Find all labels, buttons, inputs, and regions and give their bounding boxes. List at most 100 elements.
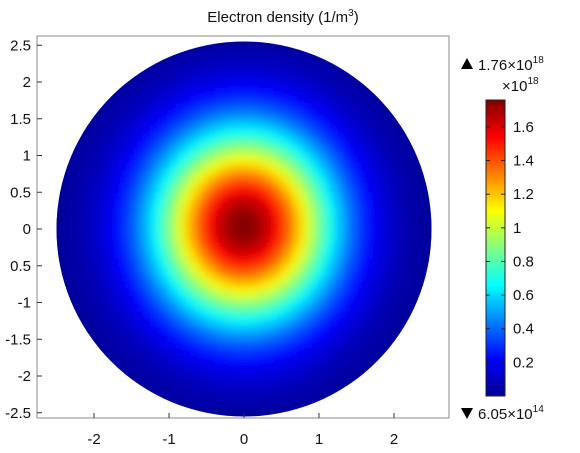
density-cell (371, 206, 380, 215)
density-cell (206, 147, 215, 156)
density-cell (296, 155, 305, 164)
density-cell (123, 206, 132, 215)
density-cell (221, 140, 230, 149)
density-cell (78, 213, 87, 223)
density-cell (108, 287, 117, 296)
density-cell (356, 360, 365, 370)
density-cell (56, 213, 65, 223)
density-cell (78, 147, 87, 156)
density-cell (393, 243, 402, 252)
density-cell (213, 287, 222, 296)
density-cell (161, 88, 170, 98)
density-cell (258, 66, 267, 76)
density-cell (303, 132, 312, 142)
density-cell (161, 360, 170, 370)
density-cell (311, 221, 320, 230)
density-cell (183, 294, 192, 303)
density-cell (348, 140, 357, 149)
density-cell (273, 250, 282, 259)
density-cell (296, 272, 305, 281)
density-cell (153, 74, 162, 83)
density-cell (386, 257, 395, 267)
density-cell (228, 155, 237, 164)
colorbar-tick-label: 0.2 (513, 354, 534, 371)
density-cell (408, 228, 417, 237)
density-cell (378, 147, 387, 156)
density-cell (146, 140, 155, 149)
density-cell (281, 382, 290, 392)
density-cell (228, 199, 237, 208)
density-cell (161, 59, 170, 68)
density-cell (183, 74, 192, 83)
density-cell (318, 88, 327, 98)
density-cell (296, 250, 305, 259)
density-cell (288, 221, 297, 230)
density-cell (206, 221, 215, 230)
density-cell (251, 59, 260, 68)
density-cell (423, 235, 432, 245)
density-cell (386, 118, 395, 127)
density-cell (101, 302, 110, 311)
density-cell (168, 324, 177, 333)
density-cell (341, 324, 350, 333)
density-cell (101, 331, 110, 340)
density-cell (236, 404, 245, 414)
density-cell (161, 338, 170, 348)
density-cell (101, 309, 110, 318)
density-cell (408, 294, 417, 303)
density-cell (146, 316, 155, 326)
density-cell (191, 221, 200, 230)
density-cell (371, 265, 380, 274)
density-cell (236, 103, 245, 112)
density-cell (288, 184, 297, 193)
density-cell (213, 228, 222, 237)
density-cell (198, 96, 207, 105)
density-cell (213, 353, 222, 362)
density-cell (93, 316, 102, 326)
density-cell (266, 125, 275, 134)
density-cell (258, 360, 267, 370)
density-cell (243, 81, 252, 90)
density-cell (393, 199, 402, 208)
density-cell (221, 272, 230, 281)
density-cell (333, 66, 342, 76)
density-cell (371, 103, 380, 112)
density-cell (303, 316, 312, 326)
density-cell (153, 147, 162, 156)
density-cell (146, 177, 155, 186)
density-cell (281, 96, 290, 105)
density-cell (318, 368, 327, 377)
density-cell (326, 279, 335, 289)
density-cell (221, 397, 230, 406)
density-cell (408, 213, 417, 223)
density-cell (243, 177, 252, 186)
density-cell (273, 368, 282, 377)
density-cell (198, 404, 207, 414)
density-cell (228, 191, 237, 201)
density-cell (138, 265, 147, 274)
density-cell (251, 324, 260, 333)
density-cell (356, 221, 365, 230)
density-cell (326, 257, 335, 267)
density-cell (198, 125, 207, 134)
density-cell (251, 346, 260, 355)
density-cell (281, 272, 290, 281)
density-cell (161, 132, 170, 142)
density-cell (116, 206, 125, 215)
density-cell (168, 309, 177, 318)
density-cell (303, 302, 312, 311)
density-cell (333, 213, 342, 223)
density-cell (243, 375, 252, 384)
density-cell (251, 74, 260, 83)
density-cell (161, 316, 170, 326)
density-cell (401, 279, 410, 289)
density-cell (78, 316, 87, 326)
density-cell (131, 243, 140, 252)
density-cell (348, 125, 357, 134)
density-cell (168, 155, 177, 164)
density-cell (228, 74, 237, 83)
density-cell (108, 169, 117, 179)
density-cell (123, 140, 132, 149)
density-cell (206, 74, 215, 83)
density-cell (138, 125, 147, 134)
